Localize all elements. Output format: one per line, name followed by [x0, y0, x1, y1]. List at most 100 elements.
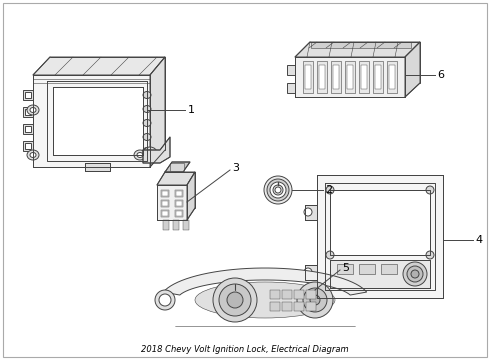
Ellipse shape: [155, 290, 175, 310]
Ellipse shape: [143, 120, 151, 126]
Text: 3: 3: [232, 163, 239, 173]
Polygon shape: [33, 57, 165, 75]
Ellipse shape: [275, 187, 281, 193]
Bar: [333, 65, 339, 89]
Bar: [270, 290, 280, 299]
Bar: [294, 302, 304, 311]
Text: 6: 6: [437, 70, 444, 80]
Bar: [387, 61, 397, 93]
Polygon shape: [330, 190, 430, 255]
Bar: [345, 61, 355, 93]
Ellipse shape: [147, 150, 153, 156]
Ellipse shape: [143, 134, 151, 140]
Ellipse shape: [143, 148, 151, 154]
Ellipse shape: [267, 179, 289, 201]
Polygon shape: [157, 172, 195, 185]
Bar: [381, 264, 397, 274]
Bar: [163, 220, 169, 230]
Polygon shape: [53, 87, 143, 155]
Bar: [176, 201, 182, 206]
Bar: [375, 65, 381, 89]
Bar: [337, 264, 353, 274]
Bar: [282, 302, 292, 311]
Bar: [25, 126, 31, 132]
Bar: [306, 302, 316, 311]
Ellipse shape: [159, 294, 171, 306]
Bar: [347, 65, 353, 89]
Bar: [162, 191, 168, 196]
Ellipse shape: [273, 185, 283, 195]
Ellipse shape: [407, 266, 423, 282]
Ellipse shape: [143, 105, 151, 112]
Bar: [175, 190, 183, 197]
Ellipse shape: [134, 150, 146, 160]
Bar: [359, 264, 375, 274]
Text: 2: 2: [325, 185, 332, 195]
Polygon shape: [143, 137, 170, 163]
Ellipse shape: [326, 186, 334, 194]
Text: 4: 4: [475, 235, 482, 245]
Polygon shape: [295, 42, 420, 57]
Bar: [25, 109, 31, 115]
Bar: [23, 90, 33, 100]
Bar: [294, 290, 304, 299]
Bar: [173, 220, 179, 230]
Text: 1: 1: [188, 105, 195, 115]
Bar: [287, 83, 295, 93]
Text: 2018 Chevy Volt Ignition Lock, Electrical Diagram: 2018 Chevy Volt Ignition Lock, Electrica…: [141, 346, 349, 355]
Bar: [170, 163, 184, 171]
Polygon shape: [405, 42, 420, 97]
Bar: [183, 220, 189, 230]
Bar: [361, 65, 367, 89]
Bar: [305, 65, 311, 89]
Ellipse shape: [195, 282, 335, 318]
Bar: [161, 210, 169, 217]
Ellipse shape: [297, 282, 333, 318]
Bar: [282, 290, 292, 299]
Bar: [287, 65, 295, 75]
Polygon shape: [305, 205, 317, 220]
Bar: [389, 65, 395, 89]
Bar: [359, 61, 369, 93]
Ellipse shape: [303, 288, 327, 312]
Ellipse shape: [27, 105, 39, 115]
Ellipse shape: [426, 251, 434, 259]
Ellipse shape: [137, 153, 143, 158]
Polygon shape: [33, 75, 150, 167]
Bar: [161, 190, 169, 197]
Ellipse shape: [143, 91, 151, 99]
Bar: [162, 211, 168, 216]
Ellipse shape: [304, 268, 312, 276]
Bar: [23, 141, 33, 151]
Ellipse shape: [403, 262, 427, 286]
Ellipse shape: [27, 150, 39, 160]
Bar: [306, 290, 316, 299]
Bar: [161, 200, 169, 207]
Bar: [25, 92, 31, 98]
Polygon shape: [187, 172, 195, 220]
Polygon shape: [295, 57, 405, 97]
Ellipse shape: [264, 176, 292, 204]
Polygon shape: [165, 162, 190, 172]
Bar: [176, 211, 182, 216]
Bar: [23, 107, 33, 117]
Bar: [373, 61, 383, 93]
Bar: [85, 163, 110, 171]
Ellipse shape: [219, 284, 251, 316]
Ellipse shape: [411, 270, 419, 278]
Polygon shape: [163, 268, 367, 295]
Polygon shape: [317, 175, 443, 298]
Bar: [175, 200, 183, 207]
Ellipse shape: [30, 108, 36, 112]
Polygon shape: [330, 260, 430, 288]
Bar: [331, 61, 341, 93]
Ellipse shape: [270, 182, 286, 198]
Bar: [23, 124, 33, 134]
Polygon shape: [305, 265, 317, 280]
Ellipse shape: [143, 147, 157, 159]
Ellipse shape: [426, 186, 434, 194]
Ellipse shape: [326, 251, 334, 259]
Ellipse shape: [304, 208, 312, 216]
Bar: [176, 191, 182, 196]
Bar: [162, 201, 168, 206]
